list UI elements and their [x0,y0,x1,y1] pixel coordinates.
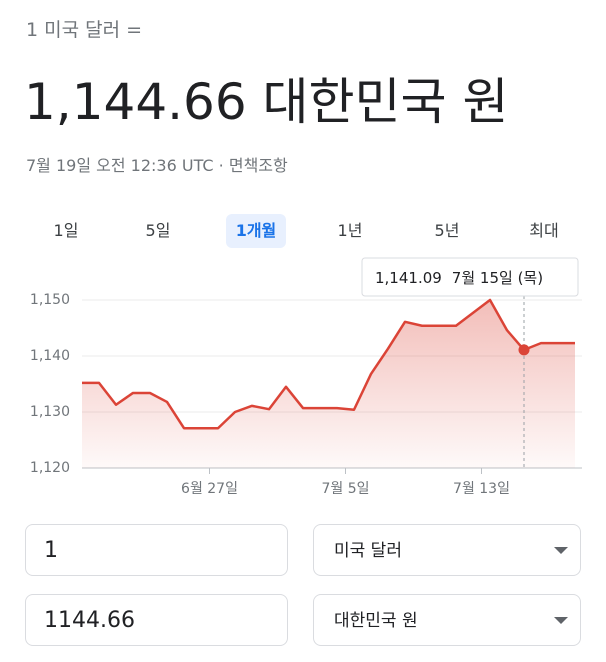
currency-from-text: 미국 달러 [334,541,402,561]
y-tick-label: 1,120 [30,460,70,476]
hover-point [518,344,530,356]
x-tick-label: 7월 13일 [453,481,510,497]
range-tab[interactable]: 5년 [434,221,460,240]
dropdown-arrow [554,547,568,554]
currency-to-text: 대한민국 원 [334,611,418,631]
range-tab[interactable]: 1개월 [226,214,286,248]
from-label: 1 미국 달러 = [26,19,143,41]
y-tick-label: 1,140 [30,348,70,364]
tooltip-text: 1,141.09 7월 15일 (목) [375,269,543,287]
currency-to[interactable]: 대한민국 원 [313,594,581,646]
tooltip-value: 1,141.09 [375,269,442,287]
x-tick-label: 7월 5일 [321,481,369,497]
range-tab[interactable]: 5일 [145,221,171,240]
range-tab[interactable]: 1년 [337,221,363,240]
area [82,300,575,468]
chart: 1,120 1,130 1,140 1,150 6월 27일 7월 5일 7월 13일 1,1… [30,257,582,497]
range-tab[interactable]: 최대 [529,221,559,240]
dropdown-arrow [554,617,568,624]
timestamp[interactable]: 7월 19일 오전 12:36 UTC · 면책조항 [26,156,288,175]
amount-from[interactable]: 1 [25,524,288,576]
range-tabs: 1일 5일 1개월 1년 5년 최대 [0,214,606,250]
y-tick-label: 1,130 [30,404,70,420]
tooltip-date: 7월 15일 (목) [452,269,543,287]
y-tick-label: 1,150 [30,292,70,308]
currency-from[interactable]: 미국 달러 [313,524,581,576]
result: 1,144.66 대한민국 원 [24,73,509,131]
line [82,298,575,430]
x-tick-label: 6월 27일 [181,481,238,497]
amount-to[interactable]: 1144.66 [25,594,288,646]
tooltip-box [361,257,579,297]
tooltip: 1,141.09 7월 15일 (목) [361,257,579,297]
range-tab[interactable]: 1일 [53,221,79,240]
